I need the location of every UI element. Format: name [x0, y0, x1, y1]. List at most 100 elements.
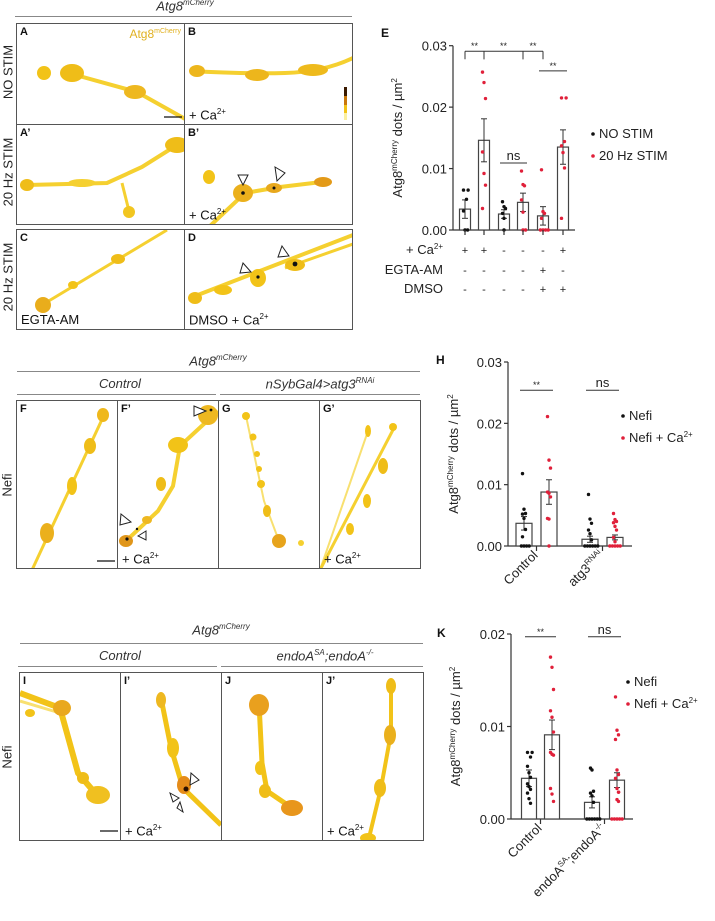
autophagosome-dot — [209, 408, 213, 412]
legend-text: Nefi + Ca — [629, 430, 684, 445]
y-tick-label: 0.01 — [480, 720, 505, 735]
panel-label: B’ — [188, 127, 199, 139]
micrograph-panel-J-prime: J’ + Ca2+ — [322, 672, 424, 841]
data-point — [551, 799, 556, 804]
neuron-image — [320, 423, 397, 568]
superscript: 2 — [390, 78, 399, 83]
data-point — [520, 512, 525, 516]
panel-label: J’ — [326, 675, 336, 687]
data-point — [547, 517, 551, 521]
data-point — [547, 544, 551, 548]
data-point — [530, 750, 534, 755]
condition-value: - — [521, 265, 525, 277]
data-point — [482, 171, 486, 176]
data-point — [525, 750, 530, 755]
data-point — [547, 458, 551, 462]
data-point — [527, 784, 531, 789]
data-point — [620, 817, 624, 821]
superscript: 2+ — [684, 430, 693, 439]
y-tick-label: 0.03 — [477, 355, 502, 370]
data-point — [551, 730, 556, 734]
data-point — [615, 544, 620, 548]
data-point — [596, 544, 600, 548]
data-point — [589, 538, 594, 542]
caption-text: + Ca — [189, 107, 217, 122]
panel-label: D — [188, 232, 196, 244]
panel-label: B — [188, 26, 196, 38]
caption-text: + Ca — [125, 823, 153, 838]
micrograph-panel-G: G — [218, 400, 320, 569]
neuron-image — [31, 408, 115, 568]
legend-text: 20 Hz STIM — [599, 148, 668, 163]
data-point — [548, 786, 553, 791]
y-axis-title: Atg8mCherry dots / µm2 — [446, 394, 461, 514]
condition-caption: EGTA-AM — [21, 312, 79, 327]
panel-label: A — [20, 26, 28, 38]
condition-text: + Ca — [406, 242, 435, 257]
arrowhead-icon — [119, 513, 133, 526]
data-point — [588, 532, 592, 536]
data-point — [585, 817, 589, 821]
caption-sup: 2+ — [216, 106, 226, 116]
text-part: Control — [500, 547, 540, 587]
condition-caption: + Ca2+ — [189, 207, 226, 222]
caption-text: EGTA-AM — [21, 312, 80, 327]
autophagosome-dot — [272, 186, 276, 190]
y-tick-label: 0.00 — [477, 539, 502, 554]
data-point — [521, 210, 525, 214]
data-point — [480, 70, 485, 74]
text-part: dots / µm — [448, 671, 463, 728]
stain-label: Atg8mCherry — [129, 27, 181, 41]
header-text: Atg8 — [189, 353, 217, 369]
micrograph-panel-B-prime: B’ + Ca2+ — [184, 124, 353, 225]
condition-value: + — [540, 265, 546, 277]
data-point — [618, 544, 622, 548]
data-point — [613, 524, 617, 529]
panel-label: G’ — [323, 403, 335, 415]
group-text: Control — [99, 376, 141, 391]
data-point — [525, 782, 530, 786]
condition-text: DMSO — [404, 281, 443, 296]
micrograph-panel-G-prime: G’ + Ca2+ — [319, 400, 421, 569]
data-point — [616, 790, 621, 794]
neuron-image — [188, 233, 352, 304]
data-point — [615, 786, 619, 791]
condition-caption: + Ca2+ — [327, 823, 364, 838]
y-tick-label: 0.02 — [480, 627, 505, 642]
data-point — [480, 206, 485, 211]
data-point — [520, 471, 525, 476]
data-point — [548, 466, 553, 470]
caption-sup: 2+ — [354, 822, 364, 832]
autophagosome-dot — [183, 786, 189, 792]
header-text: Atg8 — [156, 0, 184, 14]
data-point — [590, 768, 594, 772]
section-header-middle: Atg8mCherry — [153, 353, 283, 368]
group-text: endoA — [276, 648, 315, 664]
superscript: RNAi — [583, 547, 603, 567]
significance-label: ** — [533, 380, 541, 390]
neuron-image — [37, 64, 184, 121]
y-axis-title: Atg8mCherry dots / µm2 — [448, 666, 463, 786]
data-point — [543, 228, 548, 232]
condition-value: - — [463, 284, 467, 296]
text-part: Atg8 — [448, 759, 463, 786]
condition-value: + — [462, 245, 468, 257]
data-point — [520, 535, 525, 539]
significance-label: ** — [549, 61, 557, 71]
category-label: Control — [500, 547, 540, 587]
micrograph-panel-I: I — [19, 672, 121, 841]
panel-label: C — [20, 232, 28, 244]
data-point — [503, 206, 508, 211]
autophagosome-dot — [256, 275, 260, 279]
data-point — [612, 817, 617, 821]
data-point — [613, 695, 618, 699]
legend-marker — [621, 436, 625, 440]
data-point — [524, 544, 529, 548]
micrograph-panel-I-prime: I’ + Ca2+ — [120, 672, 222, 841]
group-rule — [220, 394, 420, 395]
group-text-2: ;endoA — [324, 648, 366, 664]
data-point — [591, 789, 596, 793]
data-point — [464, 197, 469, 201]
header-rule — [17, 371, 420, 372]
micrograph-panel-F-prime: F’ + Ca2+ — [117, 400, 219, 569]
